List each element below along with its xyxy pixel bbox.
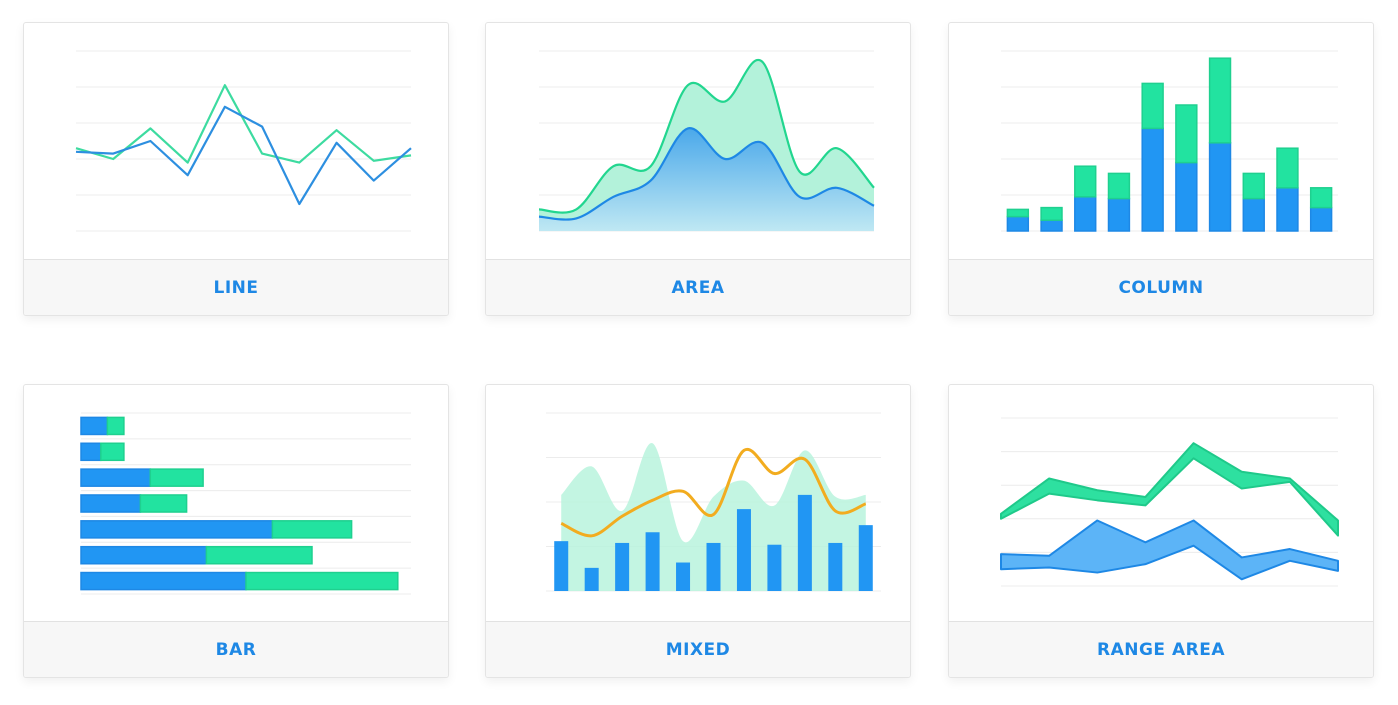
- bar: [100, 442, 125, 462]
- line: [75, 84, 412, 164]
- bar: [80, 442, 102, 462]
- card-label[interactable]: BAR: [24, 621, 448, 677]
- chart: [1001, 50, 1338, 232]
- chart-card[interactable]: MIXED: [485, 384, 911, 678]
- chart: [80, 412, 411, 595]
- column: [1074, 165, 1097, 198]
- column: [1074, 196, 1097, 232]
- area-line: [538, 127, 875, 221]
- column: [706, 542, 721, 591]
- column: [1006, 208, 1030, 218]
- chart-card[interactable]: LINE: [23, 22, 449, 316]
- column: [858, 525, 873, 591]
- column: [1040, 219, 1063, 232]
- column: [828, 542, 843, 591]
- chart: [1000, 417, 1339, 587]
- column: [1175, 161, 1198, 232]
- column: [1242, 172, 1265, 200]
- bar: [139, 494, 188, 513]
- chart: [538, 50, 875, 232]
- bar: [106, 416, 125, 436]
- column: [1175, 104, 1198, 164]
- line: [560, 447, 867, 538]
- area: [561, 442, 866, 591]
- column: [1141, 82, 1164, 130]
- bar: [80, 416, 109, 436]
- chart: [546, 412, 881, 592]
- bar: [149, 468, 204, 487]
- column: [645, 532, 660, 591]
- chart: [75, 50, 412, 232]
- column: [1208, 142, 1232, 232]
- chart-card[interactable]: AREA: [485, 22, 911, 316]
- chart-card[interactable]: COLUMN: [948, 22, 1374, 316]
- line: [75, 105, 412, 206]
- column: [584, 567, 599, 591]
- column: [767, 544, 782, 591]
- card-label[interactable]: COLUMN: [949, 259, 1373, 315]
- column: [676, 562, 691, 591]
- bar: [80, 520, 274, 539]
- column: [1309, 206, 1333, 232]
- card-label[interactable]: LINE: [24, 259, 448, 315]
- card-label[interactable]: MIXED: [486, 621, 910, 677]
- column: [615, 542, 630, 591]
- column: [1208, 57, 1232, 144]
- column: [554, 541, 569, 591]
- bar: [205, 545, 313, 565]
- chart-card[interactable]: BAR: [23, 384, 449, 678]
- area-line: [538, 58, 875, 214]
- range-area: [1000, 442, 1339, 537]
- area: [539, 128, 874, 231]
- column: [1276, 187, 1299, 232]
- bar: [80, 468, 152, 487]
- column: [1141, 127, 1164, 232]
- column: [1107, 197, 1131, 232]
- bar: [80, 571, 247, 591]
- column: [1107, 172, 1131, 200]
- column: [1276, 147, 1299, 189]
- column: [1242, 197, 1265, 232]
- card-label[interactable]: AREA: [486, 259, 910, 315]
- card-label[interactable]: RANGE AREA: [949, 621, 1373, 677]
- column: [1040, 206, 1063, 221]
- column: [736, 509, 751, 591]
- bar: [271, 520, 353, 539]
- column: [1006, 215, 1030, 232]
- column: [797, 494, 812, 591]
- range-area: [1000, 519, 1339, 581]
- chart-card[interactable]: RANGE AREA: [948, 384, 1374, 678]
- bar: [80, 545, 208, 565]
- column: [1309, 187, 1333, 209]
- bar: [245, 571, 399, 591]
- bar: [80, 494, 142, 513]
